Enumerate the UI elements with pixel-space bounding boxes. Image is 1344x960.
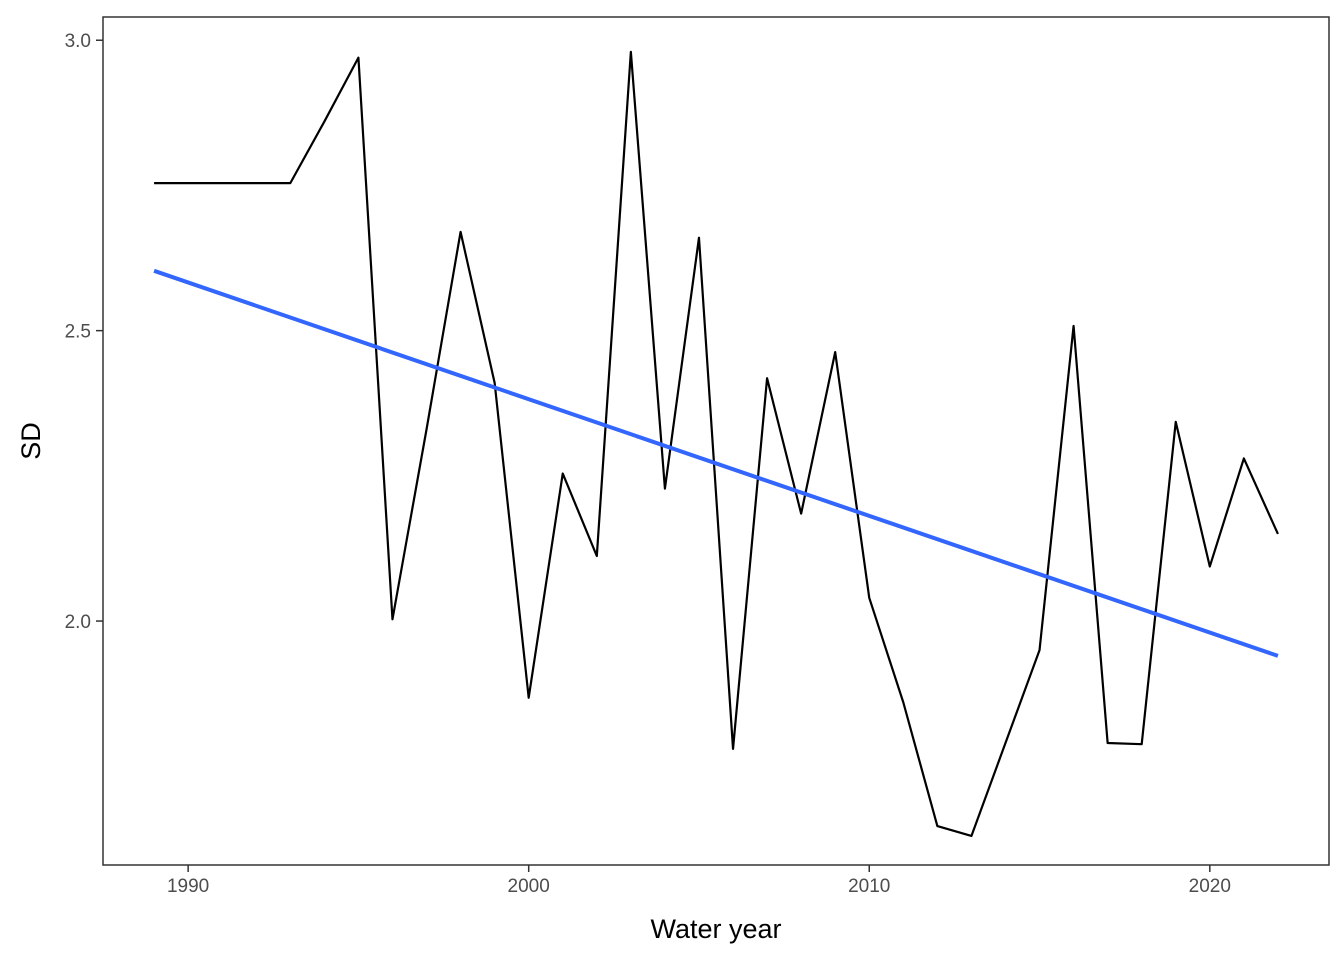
trend-line	[153, 268, 1279, 658]
x-tick-label: 2000	[508, 876, 550, 897]
x-axis-ticks: 1990 2000 2010 2020	[167, 865, 1231, 897]
sd-series-line	[154, 50, 1279, 838]
x-tick-label: 1990	[167, 876, 209, 897]
y-axis-title: SD	[16, 422, 46, 460]
panel-border	[102, 16, 1330, 866]
y-tick-label: 2.5	[65, 322, 91, 343]
y-axis-ticks: 2.0 2.5 3.0	[65, 31, 103, 633]
series-layer	[153, 50, 1279, 838]
x-tick-label: 2010	[848, 876, 890, 897]
x-axis-title: Water year	[650, 914, 781, 944]
y-tick-label: 2.0	[65, 612, 91, 633]
x-tick-label: 2020	[1189, 876, 1231, 897]
y-tick-label: 3.0	[65, 31, 91, 52]
